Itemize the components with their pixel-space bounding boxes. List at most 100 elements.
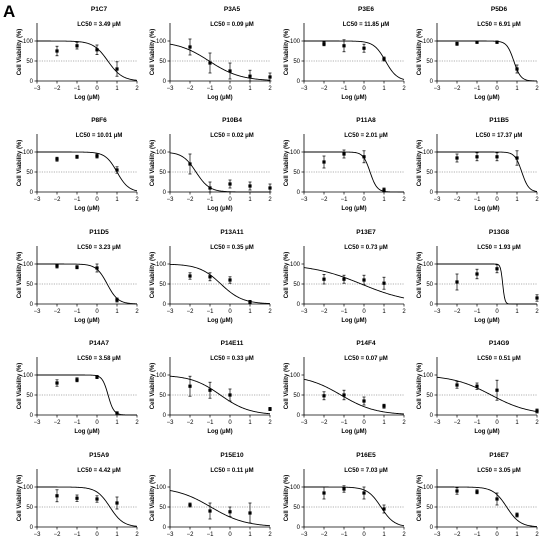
y-axis-label: Cell Viability (%) (417, 252, 423, 299)
x-axis-label: Log (μM) (474, 429, 499, 435)
x-tick-label: −1 (474, 420, 482, 426)
x-tick-label: −2 (187, 420, 195, 426)
data-point (208, 509, 212, 513)
y-tick-label: 0 (30, 190, 34, 196)
data-point (188, 162, 192, 166)
data-point (455, 42, 459, 46)
x-axis-label: Log (μM) (207, 95, 232, 101)
data-point (75, 496, 79, 500)
x-tick-label: −1 (341, 532, 349, 538)
data-point (248, 300, 252, 304)
fitted-curve (37, 263, 138, 305)
x-tick-label: −2 (54, 420, 62, 426)
x-tick-label: −2 (187, 86, 195, 92)
data-point (382, 188, 386, 192)
data-point (95, 48, 99, 52)
y-tick-label: 0 (430, 413, 434, 419)
data-point (495, 497, 499, 501)
data-point (228, 182, 232, 186)
lc50-annotation: LC50 = 0.09 μM (210, 22, 254, 28)
data-point (248, 184, 252, 188)
x-tick-label: −3 (34, 420, 42, 426)
x-tick-label: −1 (74, 309, 82, 315)
data-point (535, 296, 539, 300)
x-tick-label: −1 (341, 86, 349, 92)
x-tick-label: −2 (187, 532, 195, 538)
y-tick-label: 0 (297, 79, 301, 85)
data-point (268, 407, 272, 411)
x-axis-label: Log (μM) (74, 206, 99, 212)
x-tick-label: −3 (301, 309, 309, 315)
data-point (322, 42, 326, 46)
x-tick-label: 2 (135, 197, 139, 203)
y-axis-label: Cell Viability (%) (417, 29, 423, 76)
y-tick-label: 50 (26, 59, 33, 65)
x-tick-label: −1 (207, 532, 215, 538)
panel-title: P8F6 (91, 117, 107, 124)
data-point (495, 388, 499, 392)
x-tick-label: 2 (268, 309, 272, 315)
data-point (362, 155, 366, 159)
y-axis-label: Cell Viability (%) (150, 252, 156, 299)
data-point (455, 156, 459, 160)
data-point (95, 154, 99, 158)
y-tick-label: 100 (23, 39, 34, 45)
dose-response-panel: P8F6 LC50 = 10.01 μM 0 50 100 −3 −2 −1 0 1 2 Log (μ… (17, 117, 139, 212)
fitted-curve (436, 376, 538, 413)
fitted-curve (304, 151, 404, 193)
fitted-curve (169, 43, 271, 81)
lc50-annotation: LC50 = 10.01 μM (76, 133, 123, 139)
y-axis-label: Cell Viability (%) (417, 363, 423, 410)
x-tick-label: −3 (167, 197, 175, 203)
y-tick-label: 50 (26, 170, 33, 176)
data-point (75, 265, 79, 269)
panel-title: P14G9 (489, 340, 510, 347)
data-point (475, 272, 479, 276)
data-point (208, 275, 212, 279)
fitted-curve (169, 263, 271, 305)
y-tick-label: 50 (293, 282, 300, 288)
fitted-curve (437, 151, 538, 192)
y-tick-label: 50 (26, 282, 33, 288)
lc50-annotation: LC50 = 0.33 μM (210, 356, 254, 362)
y-tick-label: 50 (26, 393, 33, 399)
data-point (362, 46, 366, 50)
dose-response-panel: P3A5 LC50 = 0.09 μM 0 50 100 −3 −2 −1 0 1 2 Log (μM… (150, 6, 272, 101)
x-tick-label: 2 (402, 420, 406, 426)
x-axis-label: Log (μM) (207, 318, 232, 324)
x-tick-label: 0 (95, 532, 99, 538)
y-tick-label: 50 (293, 170, 300, 176)
x-tick-label: −3 (167, 309, 175, 315)
data-point (75, 378, 79, 382)
y-tick-label: 0 (163, 79, 167, 85)
panel-title: P14F4 (356, 340, 376, 347)
panel-title: P3E6 (358, 6, 374, 13)
data-point (322, 160, 326, 164)
x-tick-label: −2 (454, 309, 462, 315)
dose-response-panel: P13A11 LC50 = 0.35 μM 0 50 100 −3 −2 −1 0 1 2 Log (… (150, 229, 272, 324)
lc50-annotation: LC50 = 3.49 μM (77, 22, 121, 28)
data-point (362, 491, 366, 495)
y-tick-label: 0 (30, 413, 34, 419)
data-point (115, 501, 119, 505)
data-point (322, 394, 326, 398)
x-tick-label: 0 (495, 309, 499, 315)
y-tick-label: 100 (290, 262, 301, 268)
x-tick-label: 1 (515, 86, 519, 92)
x-tick-label: −1 (74, 420, 82, 426)
data-point (188, 45, 192, 49)
y-tick-label: 100 (156, 485, 167, 491)
data-point (495, 267, 499, 271)
lc50-annotation: LC50 = 0.51 μM (477, 356, 521, 362)
data-point (382, 404, 386, 408)
x-tick-label: 0 (95, 86, 99, 92)
panel-title: P13E7 (356, 229, 376, 236)
x-tick-label: −2 (321, 309, 329, 315)
x-tick-label: −2 (187, 309, 195, 315)
data-point (382, 507, 386, 511)
data-point (228, 278, 232, 282)
y-tick-label: 50 (426, 505, 433, 511)
x-tick-label: 1 (115, 420, 119, 426)
data-point (228, 510, 232, 514)
